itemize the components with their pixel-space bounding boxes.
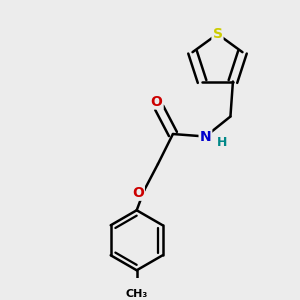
Text: H: H (217, 136, 227, 149)
Text: O: O (151, 94, 163, 109)
Text: CH₃: CH₃ (126, 289, 148, 299)
Text: N: N (200, 130, 211, 143)
Text: O: O (132, 186, 144, 200)
Text: S: S (212, 27, 223, 41)
